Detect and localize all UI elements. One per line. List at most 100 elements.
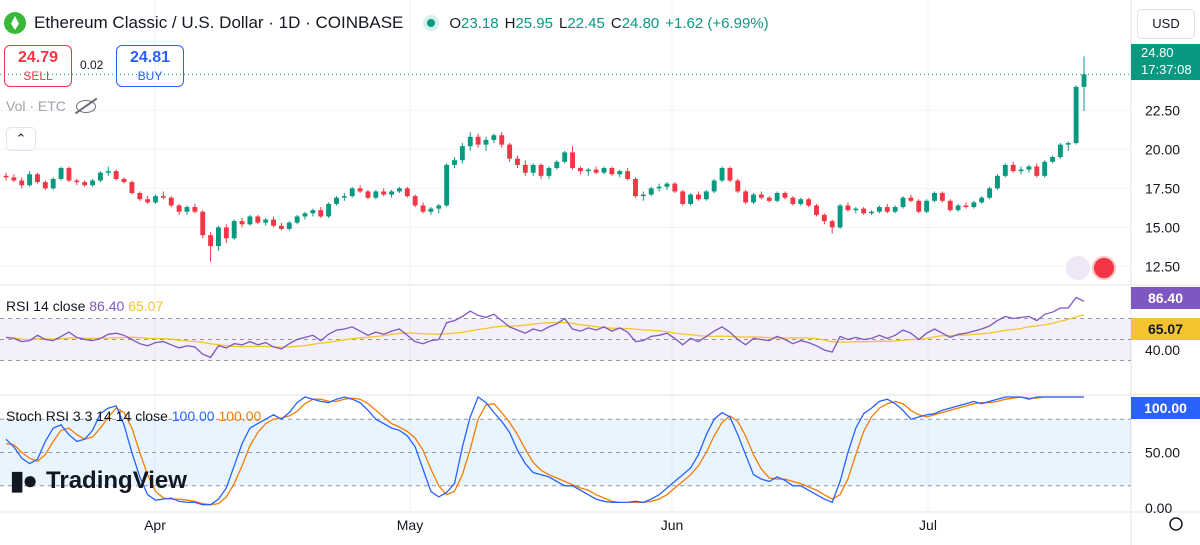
rsi-ma-value-tag: 65.07 bbox=[1131, 318, 1200, 340]
candle-body bbox=[1042, 161, 1048, 176]
buy-label: BUY bbox=[137, 69, 163, 83]
sell-price: 24.79 bbox=[17, 49, 59, 66]
buy-button[interactable]: 24.81 BUY bbox=[116, 45, 184, 87]
candle-body bbox=[310, 210, 316, 214]
candle-body bbox=[420, 205, 426, 212]
candle-body bbox=[766, 197, 772, 201]
candle-body bbox=[176, 205, 182, 212]
candle-body bbox=[278, 225, 284, 229]
candle-body bbox=[577, 168, 583, 172]
ohlc-low: L22.45 bbox=[558, 14, 605, 32]
candle-body bbox=[153, 196, 158, 203]
stoch-rsi-legend[interactable]: Stoch RSI 3 3 14 14 close 100.00 100.00 bbox=[6, 408, 261, 424]
candle-body bbox=[939, 193, 945, 201]
currency-selector[interactable]: USD bbox=[1137, 9, 1195, 39]
candle-body bbox=[326, 203, 332, 217]
candle-body bbox=[837, 205, 843, 228]
candle-body bbox=[145, 199, 151, 203]
candle-body bbox=[932, 193, 937, 201]
candle-body bbox=[892, 207, 898, 212]
candle-body bbox=[609, 168, 615, 175]
ohlc-change: +1.62 (+6.99%) bbox=[665, 14, 769, 32]
candle-body bbox=[223, 227, 229, 239]
candle-body bbox=[365, 191, 371, 198]
sell-button[interactable]: 24.79 SELL bbox=[4, 45, 72, 87]
candle-body bbox=[58, 168, 64, 179]
rsi-band bbox=[0, 318, 1131, 361]
rsi-value-tag: 86.40 bbox=[1131, 287, 1200, 309]
volume-label: Vol · ETC bbox=[6, 98, 66, 114]
brand-name: TradingView bbox=[46, 466, 187, 494]
rsi-label: RSI 14 close bbox=[6, 298, 86, 314]
candle-body bbox=[42, 182, 48, 189]
eye-hidden-icon[interactable] bbox=[75, 99, 96, 113]
candle-body bbox=[955, 205, 961, 211]
sell-label: SELL bbox=[23, 69, 53, 83]
candle-body bbox=[121, 178, 127, 183]
stoch-d-value-text: 100.00 bbox=[218, 408, 262, 424]
candle-body bbox=[1026, 166, 1032, 170]
settings-gear-icon[interactable] bbox=[1169, 517, 1183, 531]
candle-body bbox=[688, 194, 694, 204]
candle-body bbox=[664, 183, 670, 187]
candle-body bbox=[255, 216, 261, 223]
ohlc-high: H25.95 bbox=[504, 14, 553, 32]
candle-body bbox=[192, 207, 198, 212]
candle-body bbox=[853, 208, 859, 211]
price-tick-label: 17.50 bbox=[1145, 180, 1180, 196]
candle-body bbox=[562, 152, 568, 162]
ohlc-close: C24.80 bbox=[610, 14, 660, 32]
collapse-legend-button[interactable]: ⌃ bbox=[6, 127, 36, 151]
candle-body bbox=[1034, 166, 1040, 176]
chevron-up-icon: ⌃ bbox=[15, 131, 27, 146]
candle-body bbox=[271, 219, 276, 226]
candle-body bbox=[389, 191, 395, 195]
candle-body bbox=[113, 171, 119, 179]
candle-body bbox=[357, 188, 363, 192]
candle-body bbox=[50, 178, 56, 189]
candle-body bbox=[751, 194, 756, 203]
market-open-dot bbox=[427, 19, 436, 27]
candle-body bbox=[758, 194, 764, 198]
candle-body bbox=[530, 164, 536, 173]
us-flag-icon[interactable] bbox=[1092, 256, 1116, 280]
candle-body bbox=[3, 175, 9, 178]
candle-body bbox=[302, 213, 308, 217]
candle-body bbox=[593, 169, 599, 173]
bar-countdown: 17:37:08 bbox=[1141, 62, 1192, 77]
rsi-pane bbox=[0, 296, 1131, 361]
candle-body bbox=[876, 207, 882, 212]
stoch-k-value-text: 100.00 bbox=[171, 408, 215, 424]
candle-body bbox=[1010, 164, 1016, 172]
candle-body bbox=[727, 168, 733, 181]
candle-body bbox=[546, 168, 552, 176]
candle-body bbox=[522, 164, 528, 173]
candle-body bbox=[680, 191, 686, 204]
candle-body bbox=[1002, 164, 1008, 176]
tradingview-logo[interactable]: ▮● TradingView bbox=[10, 465, 187, 496]
candle-body bbox=[341, 196, 347, 198]
volume-legend[interactable]: Vol · ETC bbox=[6, 98, 96, 114]
rsi-legend[interactable]: RSI 14 close 86.40 65.07 bbox=[6, 298, 163, 314]
lightning-icon[interactable] bbox=[1066, 256, 1090, 280]
symbol-title[interactable]: Ethereum Classic / U.S. Dollar · 1D · CO… bbox=[34, 13, 404, 32]
candle-body bbox=[160, 196, 166, 198]
last-price: 24.80 bbox=[1141, 45, 1174, 60]
candle-body bbox=[1057, 144, 1063, 158]
candle-body bbox=[349, 188, 355, 197]
stoch-rsi-label: Stoch RSI 3 3 14 14 close bbox=[6, 408, 168, 424]
candle-body bbox=[695, 194, 701, 200]
candle-body bbox=[743, 191, 749, 203]
candle-body bbox=[137, 193, 143, 200]
candle-body bbox=[861, 208, 867, 214]
buy-price: 24.81 bbox=[129, 49, 171, 66]
candle-body bbox=[806, 199, 812, 206]
candle-body bbox=[499, 135, 505, 145]
candle-body bbox=[1050, 157, 1055, 162]
candle-body bbox=[66, 168, 72, 181]
candle-body bbox=[845, 205, 851, 211]
candle-body bbox=[35, 174, 40, 183]
candle-body bbox=[774, 193, 780, 201]
stoch-d-line bbox=[5, 396, 1084, 506]
